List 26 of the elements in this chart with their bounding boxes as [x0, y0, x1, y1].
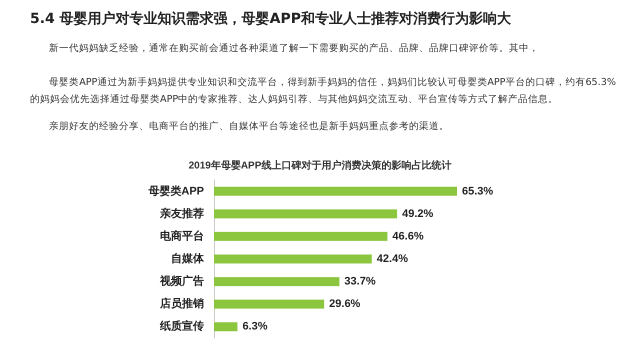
y-tick-label: 自媒体 [171, 252, 205, 265]
bar [214, 277, 340, 286]
bar [214, 232, 388, 241]
data-label: 49.2% [402, 208, 434, 220]
text: 新一代妈妈缺乏经验，通常在购买前会通过各种渠道了解一下需要购买的产品、品牌、品牌口碑评价等。其中， [48, 42, 540, 56]
y-tick-label: 电商平台 [160, 229, 204, 242]
data-label: 42.4% [376, 253, 408, 265]
bar [214, 209, 398, 218]
bar [214, 300, 324, 309]
y-tick-label: 视频广告 [159, 274, 204, 288]
data-label: 65.3% [462, 185, 494, 198]
text: 母婴类APP通过为新手妈妈提供专业知识和交流平台，得到新手妈妈的信任，妈妈们比较认可母婴类APP平台的口碑，约有65.3%的妈妈会优先选择通过母婴类APP中的专家推荐、达人妈妈引荐、与其他妈妈交流互动、平台宣传等方式了解产品信息。 [30, 76, 617, 107]
y-tick-label: 店员推销 [159, 297, 204, 310]
y-tick-label: 纸质宣传 [159, 320, 204, 333]
data-label: 46.6% [392, 230, 424, 242]
data-label: 6.3% [242, 320, 268, 333]
bar [214, 254, 372, 264]
y-tick-label: 亲友推荐 [159, 206, 204, 220]
chart-subtitle: 2019年母婴APP线上口碑对于用户消费决策的影响占比统计 [188, 160, 452, 172]
text: 亲朋好友的经验分享、电商平台的推广、自媒体平台等途径也是新手妈妈重点参考的渠道。 [48, 120, 450, 134]
bar [214, 186, 457, 196]
data-label: 29.6% [329, 298, 361, 310]
bar [214, 322, 238, 332]
chart-title: 5.4 母婴用户对专业知识需求强，母婴APP和专业人士推荐对消费行为影响大 [30, 10, 512, 28]
data-label: 33.7% [344, 276, 376, 288]
y-tick-label: 母婴类APP [147, 184, 204, 198]
